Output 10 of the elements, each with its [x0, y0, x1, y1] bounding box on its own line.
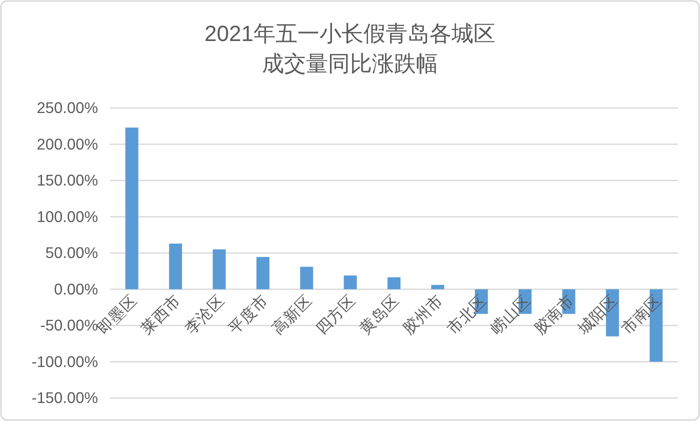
y-tick-label: 100.00%: [36, 208, 98, 226]
y-tick-label: 150.00%: [36, 172, 98, 190]
y-tick-label: -100.00%: [32, 354, 98, 371]
y-tick-label: -150.00%: [32, 390, 98, 407]
y-tick-label: 50.00%: [45, 245, 98, 262]
y-tick-label: 200.00%: [36, 136, 98, 154]
y-tick-label: 250.00%: [36, 100, 98, 117]
y-tick-label: 0.00%: [54, 281, 98, 298]
y-tick-label: -50.00%: [40, 318, 98, 334]
title: 2021年五一小长假青岛各城区成交量同比涨跌幅: [204, 21, 496, 76]
